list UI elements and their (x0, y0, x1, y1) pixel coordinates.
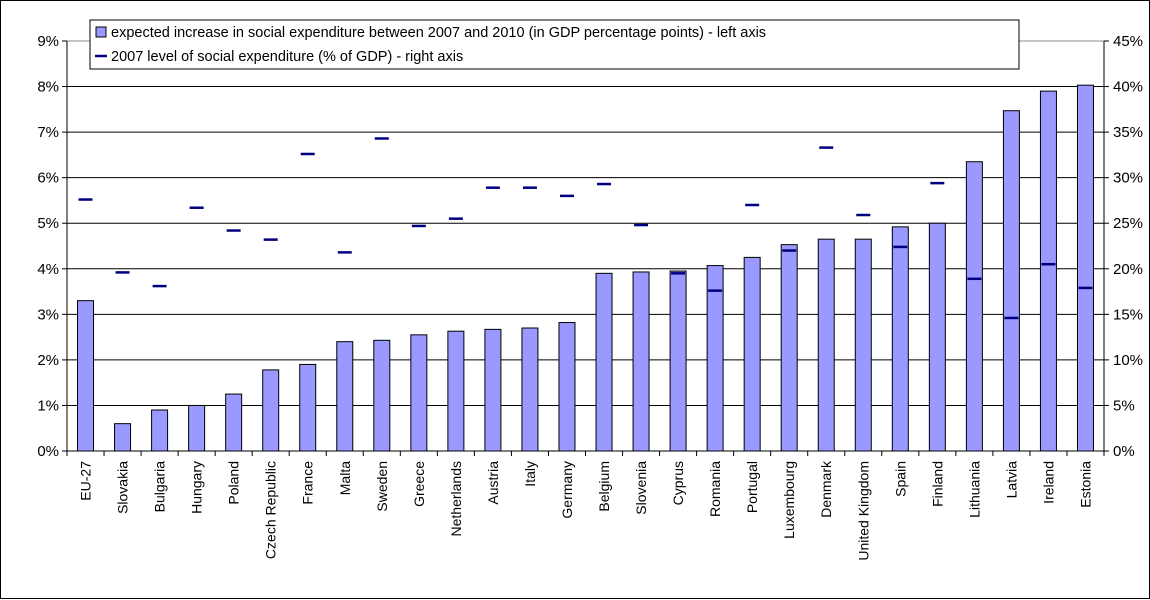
bar (780, 244, 798, 452)
category-label: Ireland (1040, 461, 1056, 504)
left-tick-label: 4% (37, 261, 59, 278)
category-label: Finland (929, 461, 945, 507)
bar (114, 423, 132, 452)
category-label: Belgium (596, 461, 612, 512)
bar (373, 339, 391, 452)
category-label: Lithuania (966, 461, 982, 518)
category-label: Cyprus (670, 461, 686, 505)
bar (1039, 90, 1057, 452)
category-label: Poland (226, 461, 242, 505)
legend-label: 2007 level of social expenditure (% of G… (111, 49, 463, 65)
category-label: Germany (559, 461, 575, 519)
right-tick-label: 15% (1113, 306, 1143, 323)
left-tick-label: 1% (37, 397, 59, 414)
category-label: Latvia (1003, 461, 1019, 499)
right-tick-label: 20% (1113, 261, 1143, 278)
bar (447, 330, 465, 452)
legend-box (89, 19, 1020, 70)
bar-series (77, 84, 1094, 452)
bar (891, 226, 909, 452)
left-tick-label: 2% (37, 352, 59, 369)
plot-area-border (66, 40, 1105, 452)
category-label: Malta (337, 461, 353, 495)
left-tick-label: 3% (37, 306, 59, 323)
left-tick-label: 6% (37, 170, 59, 187)
right-tick-label: 35% (1113, 124, 1143, 141)
category-label: Spain (892, 461, 908, 497)
right-tick-label: 25% (1113, 215, 1143, 232)
category-label: Slovakia (115, 461, 131, 514)
bar (299, 363, 317, 452)
left-tick-label: 9% (37, 33, 59, 50)
bar (1076, 84, 1094, 452)
category-label: Hungary (189, 461, 205, 514)
bar (410, 334, 428, 452)
left-tick-label: 7% (37, 124, 59, 141)
category-label: Bulgaria (152, 461, 168, 513)
bar (225, 393, 243, 452)
category-label: Italy (522, 461, 538, 487)
bar (743, 256, 761, 452)
category-label: Czech Republic (263, 461, 279, 559)
bar (77, 300, 95, 452)
bar (928, 222, 946, 452)
right-tick-label: 5% (1113, 397, 1135, 414)
right-tick-label: 30% (1113, 170, 1143, 187)
category-label: Slovenia (633, 461, 649, 515)
category-label: Austria (485, 461, 501, 505)
left-tick-label: 8% (37, 79, 59, 96)
bar (669, 270, 687, 452)
category-labels: EU-27 Slovakia Bulgaria Hungary Poland Czech … (78, 460, 1094, 561)
bar (484, 328, 502, 452)
bar (965, 161, 983, 452)
tick-labels: 0% 1% 2% 3% 4% 5% 6% 7% 8% 9% 0% 5% 10% 15% 20% 25% 30% 3… (37, 33, 1143, 460)
category-label: EU-27 (78, 461, 94, 501)
bar (151, 409, 169, 452)
bar (595, 272, 613, 452)
marker-series (78, 137, 1093, 320)
bar (1002, 110, 1020, 452)
right-tick-label: 0% (1113, 443, 1135, 460)
category-label: Portugal (744, 461, 760, 513)
category-label: United Kingdom (855, 461, 871, 561)
category-label: Greece (411, 461, 427, 507)
legend: expected increase in social expenditure … (89, 19, 1020, 70)
category-label: Sweden (374, 461, 390, 512)
bar (188, 404, 206, 452)
right-tick-label: 45% (1113, 33, 1143, 50)
bar (558, 322, 576, 452)
legend-swatch-bar (95, 26, 107, 38)
legend-label: expected increase in social expenditure … (111, 25, 766, 41)
left-tick-label: 0% (37, 443, 59, 460)
category-label: France (300, 461, 316, 505)
bar (632, 271, 650, 452)
axes (62, 40, 1109, 456)
category-label: Denmark (818, 460, 834, 518)
bar (262, 369, 280, 452)
bar (521, 327, 539, 452)
right-tick-label: 10% (1113, 352, 1143, 369)
right-tick-label: 40% (1113, 79, 1143, 96)
bar (817, 238, 835, 452)
category-label: Luxembourg (781, 461, 797, 539)
category-label: Romania (707, 461, 723, 517)
category-label: Netherlands (448, 461, 464, 537)
category-label: Estonia (1077, 461, 1093, 508)
bar (706, 265, 724, 452)
left-tick-label: 5% (37, 215, 59, 232)
gridlines (67, 40, 1104, 406)
bar (336, 341, 354, 452)
bar (854, 238, 872, 452)
